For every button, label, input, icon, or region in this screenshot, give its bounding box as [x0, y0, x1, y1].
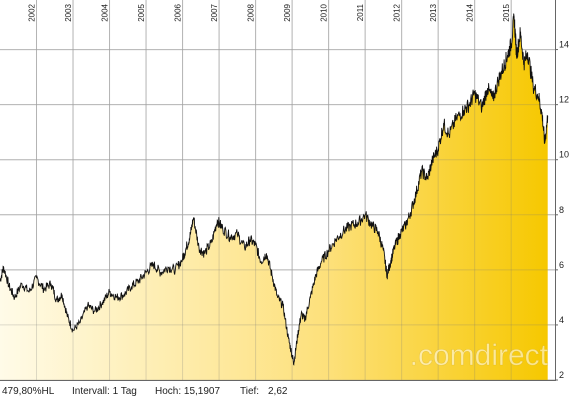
x-tick-label: 2015	[502, 3, 511, 21]
x-tick-label: 2006	[174, 3, 183, 21]
y-tick-label: 6	[559, 260, 564, 270]
x-tick-label: 2009	[283, 3, 292, 21]
y-tick-label: 12	[559, 95, 569, 105]
footer-high: Hoch: 15,1907	[155, 386, 221, 397]
area-fill	[0, 13, 548, 380]
x-tick-label: 2007	[210, 3, 219, 21]
x-tick-label: 2003	[64, 3, 73, 21]
x-tick-label: 2011	[356, 3, 365, 21]
x-tick-label: 2008	[247, 3, 256, 21]
x-tick-label: 2014	[466, 3, 475, 21]
footer-low-value: 2,62	[268, 386, 288, 397]
footer-change: 479,80%HL	[2, 386, 55, 397]
y-tick-label: 4	[559, 315, 564, 325]
y-tick-label: 10	[559, 150, 569, 160]
series-line	[0, 13, 549, 366]
x-tick-label: 2004	[101, 3, 110, 21]
footer-low-label: Tief:	[240, 386, 260, 397]
chart-footer: 479,80%HL Intervall: 1 Tag Hoch: 15,1907…	[0, 383, 575, 400]
x-tick-label: 2002	[28, 3, 37, 21]
footer-interval: Intervall: 1 Tag	[72, 386, 137, 397]
x-tick-label: 2012	[393, 3, 402, 21]
x-tick-labels: 2002 2003 2004 2005 2006 2007 2008 2009 2010 2011…	[28, 3, 512, 21]
y-tick-label: 2	[559, 370, 564, 380]
watermark-text: .comdirect	[410, 339, 549, 372]
x-tick-label: 2005	[137, 3, 146, 21]
y-tick-labels: 2 4 6 8 10 12 14	[555, 40, 569, 381]
y-tick-label: 8	[559, 205, 564, 215]
x-tick-label: 2010	[320, 3, 329, 21]
y-tick-label: 14	[559, 40, 569, 50]
grid-overlay	[0, 0, 555, 381]
x-tick-label: 2013	[429, 3, 438, 21]
